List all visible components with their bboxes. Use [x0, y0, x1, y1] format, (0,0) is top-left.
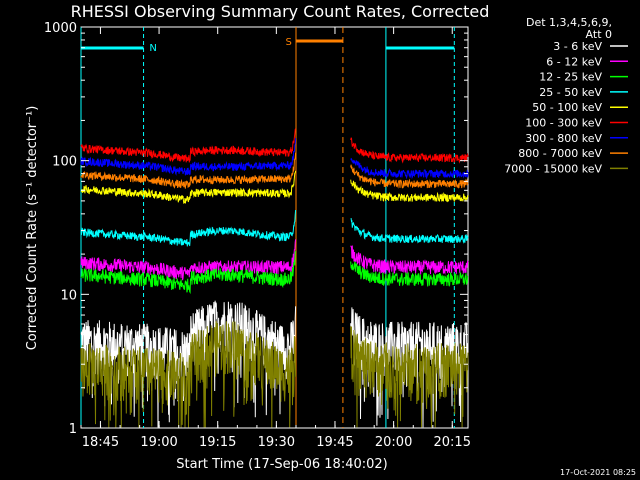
x-tick-label: 19:15 — [199, 435, 236, 450]
series-6-12-kev — [80, 239, 469, 281]
series-line-post — [350, 218, 469, 244]
footer-timestamp: 17-Oct-2021 08:25 — [560, 468, 636, 477]
series-line-post — [350, 164, 469, 189]
series-300-800-kev — [80, 138, 469, 180]
x-tick-label: 19:45 — [316, 435, 353, 450]
series-line-post — [350, 261, 469, 287]
series-line-post — [350, 137, 469, 164]
y-tick-label: 1 — [69, 422, 77, 437]
series-100-300-kev — [80, 128, 469, 164]
legend-entry-label: 6 - 12 keV — [546, 55, 602, 68]
x-tick-label: 19:30 — [258, 435, 295, 450]
series-50-100-kev — [80, 170, 469, 205]
y-tick-label: 100 — [52, 155, 77, 170]
series-line-post — [350, 157, 469, 180]
series-line-pre — [80, 239, 297, 281]
series-line-post — [350, 179, 469, 203]
x-tick-label: 20:00 — [375, 435, 412, 450]
series-line-pre — [80, 300, 297, 428]
x-tick-label: 20:15 — [434, 435, 471, 450]
series-line-pre — [80, 209, 297, 247]
legend-entry-label: 800 - 7000 keV — [518, 147, 602, 160]
series-line-post — [350, 245, 469, 275]
series-line-pre — [80, 152, 297, 189]
y-tick-label: 10 — [60, 288, 77, 303]
series-7000-15000-kev — [80, 320, 469, 428]
series-800-7000-kev — [80, 152, 469, 189]
legend-entry-label: 12 - 25 keV — [539, 71, 602, 84]
chart-title: RHESSI Observing Summary Count Rates, Co… — [71, 2, 490, 21]
x-axis-label: Start Time (17-Sep-06 18:40:02) — [176, 457, 387, 472]
legend-entry-label: 25 - 50 keV — [539, 86, 602, 99]
series-12-25-kev — [80, 250, 469, 295]
series-line-pre — [80, 138, 297, 176]
legend-entry-label: 7000 - 15000 keV — [504, 162, 602, 175]
series-line-pre — [80, 128, 297, 163]
legend-entry-label: 100 - 300 keV — [525, 117, 602, 130]
x-tick-label: 19:00 — [140, 435, 177, 450]
y-tick-label: 1000 — [44, 21, 77, 36]
series-25-50-kev — [80, 209, 469, 247]
series-line-pre — [80, 170, 297, 205]
legend-header: Det 1,3,4,5,6,9, — [526, 16, 612, 29]
saa-label: S — [285, 37, 291, 48]
legend-header: Att 0 — [586, 28, 612, 41]
series-line-pre — [80, 320, 297, 428]
series-line-post — [350, 326, 469, 428]
legend-entry-label: 50 - 100 keV — [532, 101, 602, 114]
night-label: N — [149, 43, 156, 54]
legend-entry-label: 300 - 800 keV — [525, 132, 602, 145]
x-tick-label: 18:45 — [82, 435, 119, 450]
series-line-pre — [80, 250, 297, 295]
y-axis-label: Corrected Count Rate (s⁻¹ detector⁻¹) — [25, 106, 40, 351]
legend-entry-label: 3 - 6 keV — [553, 40, 602, 53]
